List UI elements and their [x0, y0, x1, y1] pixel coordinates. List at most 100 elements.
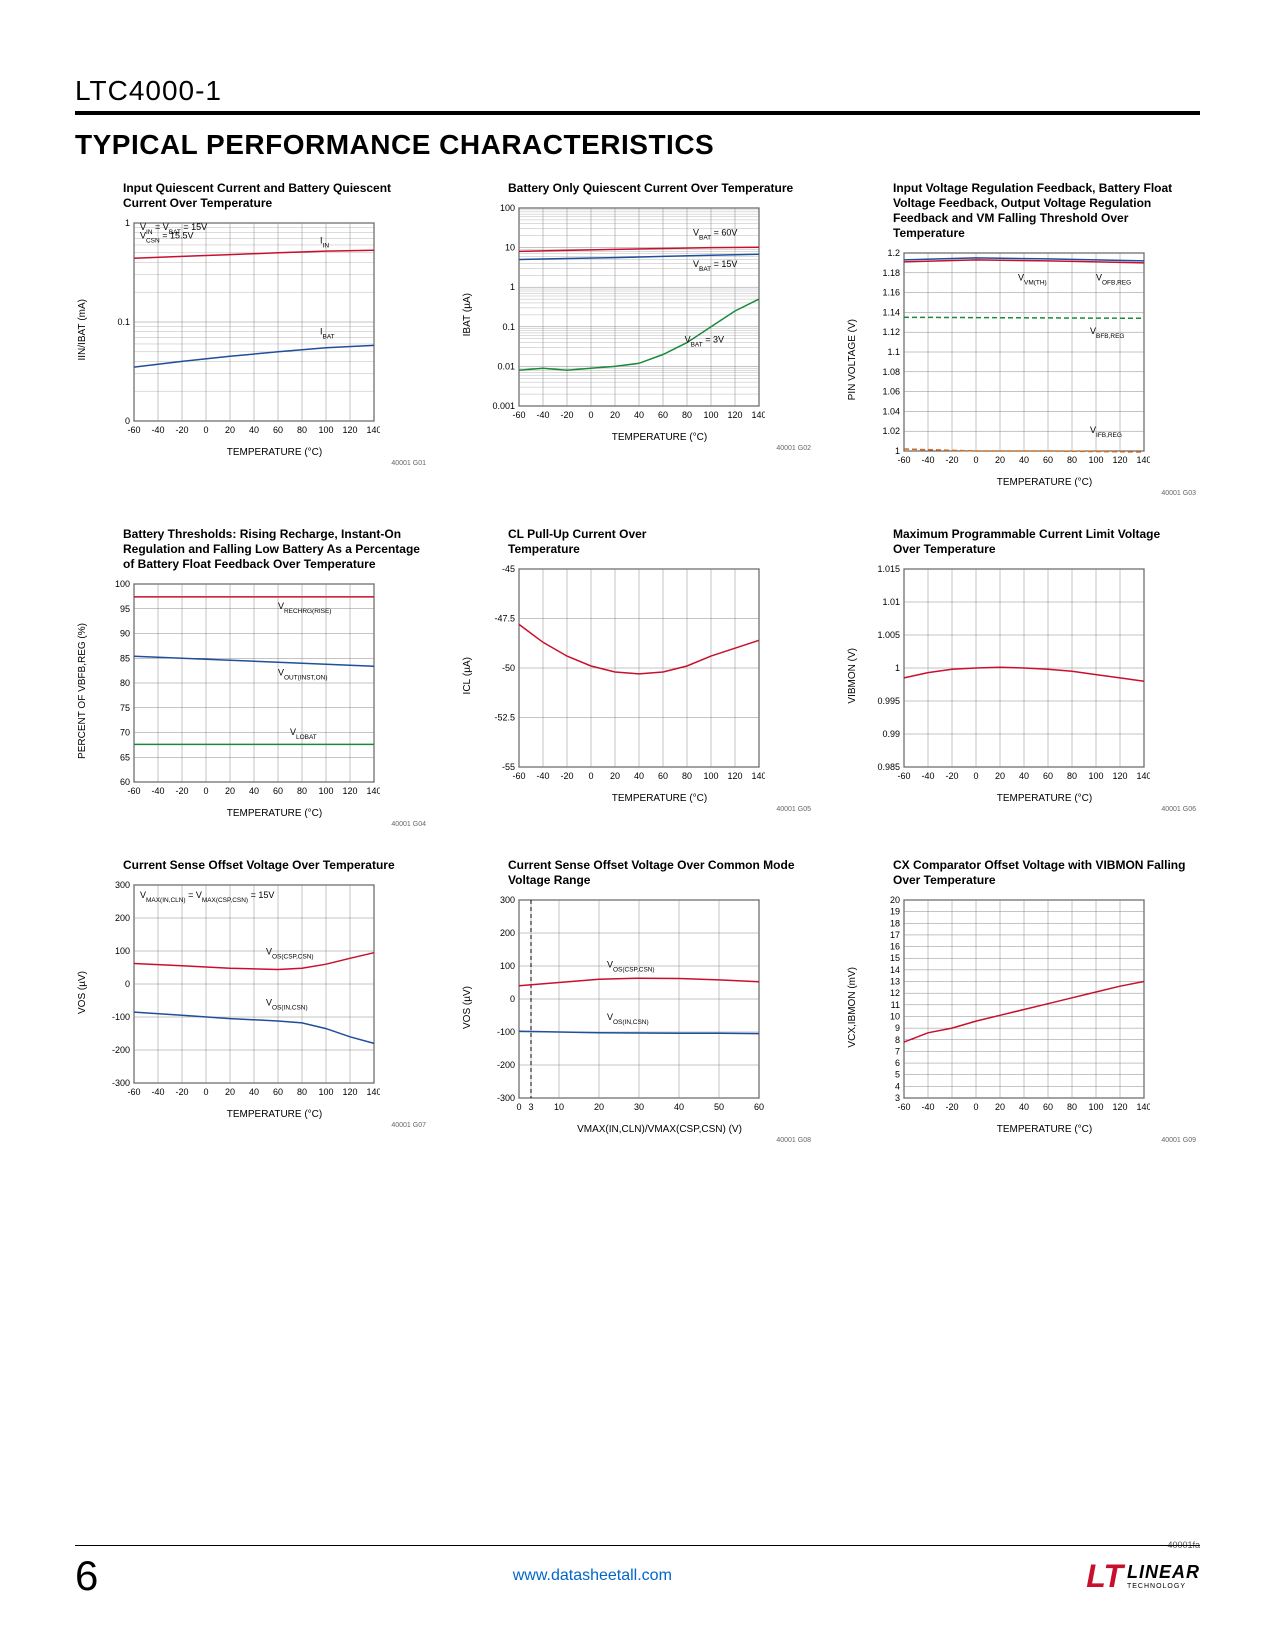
y-tick-label: 0	[125, 416, 130, 426]
brand-logo: LT LINEAR TECHNOLOGY	[1086, 1558, 1200, 1595]
x-tick-label: 50	[714, 1102, 724, 1112]
x-tick-label: 60	[658, 771, 668, 781]
x-tick-label: 40	[1019, 771, 1029, 781]
x-tick-label: 100	[318, 425, 333, 435]
x-tick-label: 0	[973, 771, 978, 781]
y-tick-label: 0.99	[882, 729, 900, 739]
y-tick-label: 10	[505, 243, 515, 253]
x-tick-label: -20	[945, 455, 958, 465]
y-tick-label: 100	[500, 961, 515, 971]
x-tick-label: 0	[203, 1087, 208, 1097]
x-tick-label: -40	[921, 455, 934, 465]
y-tick-label: 1.02	[882, 426, 900, 436]
x-tick-label: 140	[1136, 455, 1150, 465]
y-tick-label: 1	[895, 663, 900, 673]
y-tick-label: 15	[890, 953, 900, 963]
chart-footer-code: 40001 G07	[75, 1122, 430, 1129]
x-tick-label: 80	[297, 786, 307, 796]
y-tick-label: 300	[500, 895, 515, 905]
x-tick-label: -40	[151, 786, 164, 796]
y-tick-label: 0.1	[502, 322, 515, 332]
y-tick-label: 12	[890, 988, 900, 998]
y-tick-label: -200	[112, 1045, 130, 1055]
x-tick-label: 30	[634, 1102, 644, 1112]
x-tick-label: 0	[516, 1102, 521, 1112]
y-tick-label: 65	[120, 752, 130, 762]
y-tick-label: 0.995	[877, 696, 900, 706]
logo-mark-icon: LT	[1086, 1558, 1123, 1595]
header-rule	[75, 111, 1200, 115]
y-tick-label: 1.16	[882, 288, 900, 298]
chart-plot: 03102030405060-300-200-1000100200300VOS(…	[475, 892, 765, 1122]
y-tick-label: 100	[115, 946, 130, 956]
x-tick-label: 140	[1136, 1102, 1150, 1112]
x-axis-label: TEMPERATURE (°C)	[845, 793, 1200, 804]
y-tick-label: 0.001	[492, 401, 515, 411]
x-tick-label: 40	[249, 425, 259, 435]
x-tick-label: 60	[1043, 455, 1053, 465]
y-tick-label: 1.1	[887, 347, 900, 357]
x-axis-label: VMAX(IN,CLN)/VMAX(CSP,CSN) (V)	[460, 1124, 815, 1135]
y-axis-label: IIN/IBAT (mA)	[75, 299, 90, 361]
x-tick-label: -20	[945, 771, 958, 781]
site-link[interactable]: www.datasheetall.com	[513, 1567, 672, 1585]
y-tick-label: 300	[115, 880, 130, 890]
y-tick-label: 3	[895, 1093, 900, 1103]
x-tick-label: 20	[610, 771, 620, 781]
x-tick-label: 100	[318, 786, 333, 796]
x-tick-label: 40	[1019, 1102, 1029, 1112]
y-tick-label: -52.5	[494, 713, 515, 723]
chart-title: Current Sense Offset Voltage Over Temper…	[75, 858, 430, 873]
y-tick-label: 6	[895, 1058, 900, 1068]
x-tick-label: -60	[127, 786, 140, 796]
y-tick-label: 1	[895, 446, 900, 456]
x-tick-label: 60	[754, 1102, 764, 1112]
y-axis-label: IBAT (µA)	[460, 293, 475, 336]
x-tick-label: 40	[634, 410, 644, 420]
y-tick-label: 1.18	[882, 268, 900, 278]
y-axis-label: PERCENT OF VBFB,REG (%)	[75, 623, 90, 759]
x-axis-label: TEMPERATURE (°C)	[845, 477, 1200, 488]
x-axis-label: TEMPERATURE (°C)	[460, 432, 815, 443]
x-tick-label: 120	[1112, 771, 1127, 781]
x-tick-label: 80	[1067, 771, 1077, 781]
chart-cell: Current Sense Offset Voltage Over Common…	[460, 858, 815, 1144]
y-tick-label: 100	[500, 203, 515, 213]
y-tick-label: 80	[120, 678, 130, 688]
x-tick-label: -40	[921, 771, 934, 781]
x-tick-label: 80	[1067, 1102, 1077, 1112]
chart-plot: -60-40-200204060801001201400.0010.010.11…	[475, 200, 765, 430]
y-tick-label: 1.2	[887, 248, 900, 258]
y-tick-label: 200	[500, 928, 515, 938]
chart-title: Input Quiescent Current and Battery Quie…	[75, 181, 430, 211]
x-tick-label: 20	[225, 786, 235, 796]
y-tick-label: 1.06	[882, 387, 900, 397]
x-tick-label: -60	[512, 771, 525, 781]
x-tick-label: -40	[151, 425, 164, 435]
y-tick-label: -100	[112, 1012, 130, 1022]
x-tick-label: 20	[995, 1102, 1005, 1112]
y-tick-label: 1	[510, 282, 515, 292]
x-tick-label: -60	[897, 455, 910, 465]
x-tick-label: -40	[921, 1102, 934, 1112]
chart-cell: CX Comparator Offset Voltage with VIBMON…	[845, 858, 1200, 1144]
y-tick-label: -45	[502, 564, 515, 574]
part-number: LTC4000-1	[75, 75, 1200, 107]
y-tick-label: 19	[890, 907, 900, 917]
y-tick-label: -200	[497, 1060, 515, 1070]
x-tick-label: 40	[634, 771, 644, 781]
y-tick-label: 75	[120, 703, 130, 713]
x-tick-label: 100	[318, 1087, 333, 1097]
y-tick-label: 0.985	[877, 762, 900, 772]
x-tick-label: -60	[127, 425, 140, 435]
x-tick-label: 140	[751, 771, 765, 781]
y-tick-label: 100	[115, 579, 130, 589]
chart-footer-code: 40001 G02	[460, 445, 815, 452]
x-tick-label: 60	[1043, 1102, 1053, 1112]
x-axis-label: TEMPERATURE (°C)	[75, 1109, 430, 1120]
x-tick-label: 80	[682, 771, 692, 781]
y-tick-label: 95	[120, 604, 130, 614]
x-tick-label: 140	[751, 410, 765, 420]
y-tick-label: 5	[895, 1070, 900, 1080]
y-tick-label: 4	[895, 1081, 900, 1091]
